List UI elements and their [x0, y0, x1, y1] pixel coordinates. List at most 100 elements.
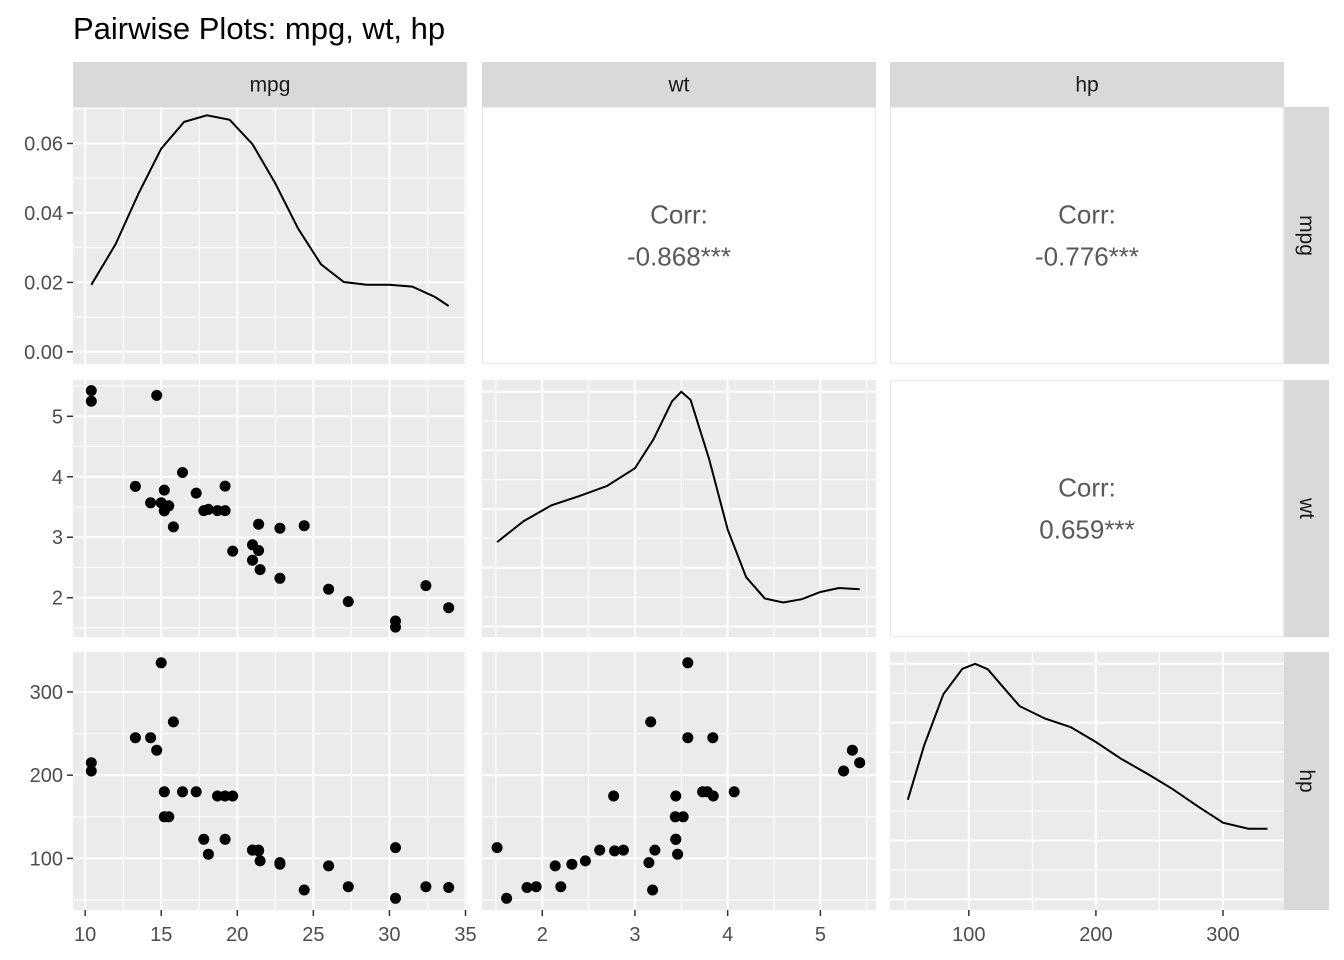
- y-tick-label: 100: [30, 848, 63, 870]
- data-point: [298, 520, 310, 532]
- x-axis-mpg: 10 15 20 25 30 35: [74, 910, 477, 946]
- corr-panel-bg: [889, 106, 1285, 365]
- data-point: [390, 621, 401, 633]
- data-point: [649, 844, 661, 856]
- strip-top-hp: [890, 62, 1284, 107]
- y-tick-label: 5: [52, 406, 63, 428]
- x-tick-label: 3: [629, 924, 640, 946]
- panel-wt-wt: [482, 380, 876, 637]
- strip-right-hp: [1284, 652, 1329, 910]
- data-point: [253, 518, 265, 530]
- x-tick-label: 25: [302, 924, 324, 946]
- data-point: [198, 505, 210, 517]
- data-point: [501, 892, 513, 904]
- strip-label-top-mpg: mpg: [250, 74, 291, 97]
- data-point: [530, 881, 542, 893]
- data-point: [155, 497, 167, 509]
- data-point: [521, 882, 533, 893]
- data-point: [682, 732, 694, 744]
- data-point: [151, 744, 163, 756]
- strip-top-wt: [482, 62, 876, 107]
- y-tick-label: 3: [52, 527, 63, 549]
- data-point: [85, 765, 97, 777]
- data-point: [177, 467, 188, 478]
- data-point: [198, 833, 210, 845]
- data-point: [323, 860, 335, 872]
- panel-hp-wt: [482, 652, 876, 910]
- data-point: [212, 790, 223, 802]
- data-point: [594, 844, 606, 856]
- data-point: [669, 811, 681, 823]
- data-point: [677, 811, 689, 823]
- x-tick-label: 15: [150, 924, 172, 946]
- strip-label-right-wt: wt: [1295, 497, 1318, 519]
- strip-top-mpg: [73, 62, 467, 107]
- y-tick-label: 0.00: [24, 342, 63, 364]
- data-point: [670, 790, 682, 802]
- x-tick-label: 100: [952, 924, 985, 946]
- data-point: [254, 855, 266, 867]
- density-curve-mpg: [90, 114, 450, 307]
- data-point: [151, 389, 163, 401]
- data-point: [342, 881, 354, 893]
- data-point: [219, 833, 231, 845]
- data-point: [707, 732, 719, 744]
- data-point: [85, 385, 97, 397]
- x-tick-label: 2: [537, 924, 548, 946]
- y-tick-label: 300: [30, 682, 63, 704]
- x-tick-label: 4: [722, 924, 733, 946]
- data-point: [643, 857, 655, 869]
- y-tick-label: 200: [30, 765, 63, 787]
- y-tick-label: 2: [52, 588, 63, 610]
- panel-bg: [73, 652, 467, 910]
- y-axis-hp: 100 200 300: [30, 682, 73, 870]
- data-point: [167, 521, 179, 533]
- data-point: [846, 744, 858, 756]
- data-point: [212, 505, 223, 517]
- data-point: [672, 848, 684, 860]
- corr-value: -0.868***: [627, 242, 731, 272]
- y-tick-label: 0.02: [24, 272, 63, 294]
- x-tick-label: 35: [454, 924, 476, 946]
- strip-label-top-hp: hp: [1075, 74, 1098, 97]
- panel-mpg-wt: Corr: -0.868***: [481, 106, 877, 365]
- data-point: [608, 790, 620, 802]
- panel-mpg-mpg: [73, 107, 467, 364]
- density-curve-hp: [906, 662, 1268, 830]
- data-point: [202, 848, 214, 860]
- data-point: [129, 732, 141, 744]
- x-tick-label: 20: [226, 924, 248, 946]
- data-point: [566, 858, 578, 870]
- data-point: [443, 882, 455, 893]
- data-point: [254, 564, 266, 576]
- panel-bg: [482, 652, 876, 910]
- strip-right-wt: [1284, 380, 1329, 637]
- data-point: [549, 860, 561, 872]
- x-tick-label: 300: [1206, 924, 1239, 946]
- corr-panel-bg: [481, 106, 877, 365]
- x-axis-hp: 100 200 300: [952, 910, 1240, 946]
- data-point: [219, 505, 231, 517]
- data-point: [158, 786, 170, 798]
- data-point: [390, 842, 401, 854]
- x-tick-label: 200: [1079, 924, 1112, 946]
- data-point: [491, 842, 503, 854]
- data-point: [158, 811, 170, 823]
- strip-label-top-wt: wt: [668, 74, 690, 97]
- data-point: [129, 480, 141, 492]
- data-point: [227, 545, 239, 557]
- x-axis-wt: 2 3 4 5: [537, 910, 826, 946]
- y-axis-mpg: 0.00 0.02 0.04 0.06: [24, 133, 73, 364]
- corr-value: -0.776***: [1035, 242, 1139, 272]
- data-point: [420, 881, 432, 893]
- panel-bg: [73, 107, 467, 364]
- corr-label: Corr:: [650, 200, 708, 230]
- strip-label-right-mpg: mpg: [1295, 215, 1318, 256]
- data-point: [617, 844, 629, 856]
- data-point: [177, 786, 188, 798]
- panel-hp-hp: [890, 652, 1284, 910]
- strip-label-right-hp: hp: [1295, 769, 1318, 792]
- data-point: [390, 892, 401, 904]
- chart-title: Pairwise Plots: mpg, wt, hp: [73, 11, 445, 46]
